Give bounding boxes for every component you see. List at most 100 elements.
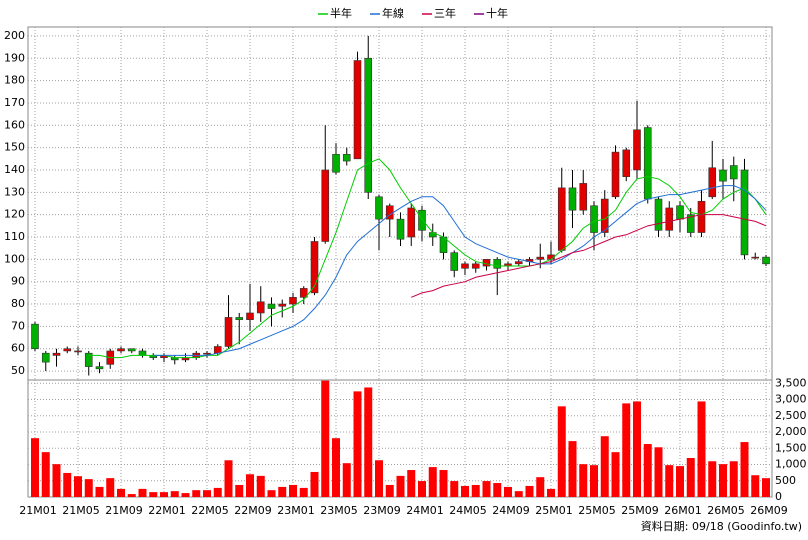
- candle-body: [127, 348, 136, 352]
- volume-bar: [321, 380, 330, 497]
- x-tick-label: 21M05: [62, 504, 100, 517]
- candle-body: [95, 366, 104, 370]
- candle-body: [643, 127, 652, 200]
- volume-bar: [547, 488, 555, 497]
- volume-bar: [289, 484, 297, 497]
- candle-body: [203, 352, 211, 355]
- volume-bar: [181, 493, 190, 497]
- x-tick-label: 21M09: [105, 504, 143, 517]
- candle-body: [418, 209, 426, 231]
- candle-body: [289, 297, 297, 305]
- x-tick-label: 25M09: [621, 504, 659, 517]
- volume-bar: [676, 466, 684, 497]
- volume-bar: [192, 490, 201, 497]
- candle-body: [719, 169, 727, 182]
- y2-tick-label: 1,500: [775, 441, 807, 454]
- volume-bar: [84, 479, 93, 497]
- volume-bar: [160, 492, 168, 497]
- y-tick-label: 100: [4, 252, 25, 265]
- volume-bar: [310, 471, 319, 497]
- candle-body: [665, 207, 674, 231]
- candle-body: [407, 207, 416, 238]
- volume-bar: [504, 486, 512, 497]
- volume-bar: [213, 487, 222, 497]
- volume-bar: [525, 485, 534, 497]
- volume-bar: [407, 470, 416, 497]
- candle-body: [117, 348, 125, 352]
- y2-tick-label: 0: [775, 490, 782, 503]
- volume-bar: [600, 436, 609, 497]
- volume-bar: [117, 488, 125, 497]
- candle-body: [622, 149, 631, 177]
- candle-body: [697, 200, 706, 233]
- candle-body: [450, 252, 459, 271]
- volume-bar: [665, 465, 674, 497]
- volume-bar: [751, 475, 760, 497]
- volume-bar: [375, 460, 383, 497]
- candle-body: [482, 259, 491, 267]
- x-tick-label: 23M09: [363, 504, 401, 517]
- y-tick-label: 150: [4, 141, 25, 154]
- y-tick-label: 200: [4, 29, 25, 42]
- candle-body: [762, 256, 770, 265]
- candle-body: [590, 205, 598, 233]
- x-tick-label: 22M01: [148, 504, 186, 517]
- candle-body: [686, 214, 695, 233]
- y-tick-label: 170: [4, 96, 25, 109]
- volume-bar: [299, 487, 308, 497]
- candle-body: [299, 288, 308, 298]
- candle-body: [633, 129, 641, 171]
- x-tick-label: 23M05: [320, 504, 358, 517]
- x-tick-label: 22M09: [234, 504, 272, 517]
- candle-body: [751, 256, 760, 259]
- candle-body: [611, 151, 620, 198]
- volume-bar: [74, 476, 82, 497]
- candle-body: [310, 241, 319, 294]
- candle-body: [740, 169, 749, 256]
- volume-bar: [590, 465, 598, 497]
- y2-tick-label: 3,000: [775, 393, 807, 406]
- volume-bar: [95, 486, 104, 497]
- x-tick-label: 26M01: [664, 504, 702, 517]
- candle-body: [235, 317, 244, 320]
- y-tick-label: 90: [11, 275, 25, 288]
- candle-body: [708, 167, 717, 198]
- y-tick-label: 130: [4, 185, 25, 198]
- volume-bar: [557, 406, 566, 497]
- volume-bar: [332, 438, 340, 497]
- candle-body: [493, 259, 502, 269]
- volume-bar: [364, 387, 373, 497]
- y2-tick-label: 500: [775, 474, 796, 487]
- y-tick-label: 110: [4, 230, 25, 243]
- legend-label: 半年: [330, 6, 352, 20]
- x-tick-label: 24M01: [406, 504, 444, 517]
- candle-body: [138, 350, 147, 356]
- volume-bar: [138, 488, 147, 497]
- volume-bar: [63, 472, 72, 497]
- volume-bar: [428, 467, 437, 497]
- volume-bar: [493, 483, 502, 497]
- volume-bar: [708, 461, 717, 497]
- ma-line: [88, 158, 767, 359]
- candle-body: [41, 352, 50, 363]
- y2-tick-label: 2,500: [775, 409, 807, 422]
- y-tick-label: 60: [11, 342, 25, 355]
- x-tick-label: 26M05: [707, 504, 745, 517]
- x-tick-label: 25M01: [535, 504, 573, 517]
- candle-body: [332, 154, 340, 173]
- candle-body: [536, 256, 545, 260]
- candle-body: [63, 348, 72, 352]
- volume-bar: [342, 463, 351, 497]
- volume-bar: [256, 475, 265, 497]
- ma-line: [153, 185, 767, 356]
- y2-tick-label: 2,000: [775, 425, 807, 438]
- volume-bar: [235, 484, 244, 497]
- volume-bar: [170, 491, 179, 497]
- candle-body: [375, 196, 383, 220]
- y-tick-label: 160: [4, 118, 25, 131]
- y-tick-label: 70: [11, 319, 25, 332]
- volume-bar: [106, 478, 115, 497]
- volume-bar: [278, 486, 287, 497]
- candle-body: [353, 60, 362, 160]
- candle-body: [321, 169, 330, 242]
